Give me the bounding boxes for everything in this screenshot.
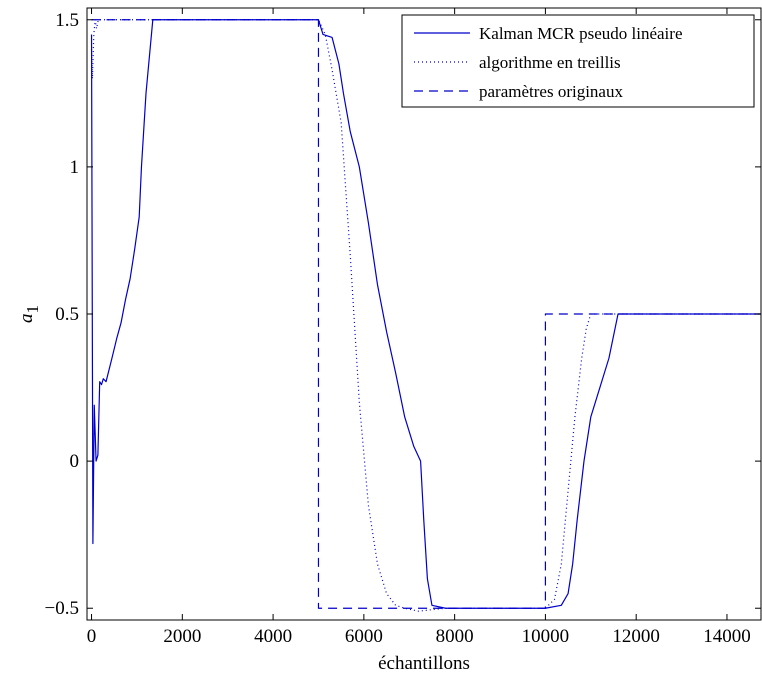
series-kalman-line xyxy=(90,19,761,609)
legend: Kalman MCR pseudo linéaire algorithme en… xyxy=(401,14,755,108)
x-axis-label: échantillons xyxy=(378,653,470,674)
y-tick-label: 0.5 xyxy=(55,304,79,325)
y-tick-label: 1.5 xyxy=(55,10,79,31)
series-originaux-line xyxy=(91,19,761,609)
legend-label-treillis: algorithme en treillis xyxy=(479,53,621,72)
legend-label-originaux: paramètres originaux xyxy=(479,82,623,101)
y-axis-label: a1 xyxy=(16,305,42,323)
legend-label-kalman: Kalman MCR pseudo linéaire xyxy=(479,24,683,43)
legend-box xyxy=(401,14,755,108)
x-tick-label: 12000 xyxy=(612,626,660,647)
y-axis-label-main: a xyxy=(16,314,37,324)
x-tick-label: 2000 xyxy=(163,626,201,647)
y-axis-label-subscript: 1 xyxy=(23,305,42,314)
x-tick-label: 10000 xyxy=(522,626,570,647)
x-tick-label: 14000 xyxy=(703,626,751,647)
y-tick-label: 1 xyxy=(70,157,80,178)
y-tick-label: −0.5 xyxy=(45,598,79,619)
y-tick-label: 0 xyxy=(70,451,80,472)
x-tick-label: 6000 xyxy=(345,626,383,647)
x-tick-label: 8000 xyxy=(436,626,474,647)
x-tick-label: 0 xyxy=(87,626,97,647)
x-tick-label: 4000 xyxy=(254,626,292,647)
